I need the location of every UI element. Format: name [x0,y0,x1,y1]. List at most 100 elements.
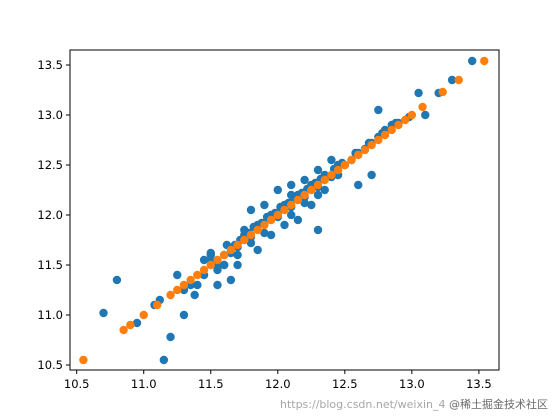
orange-data-point [219,250,229,260]
orange-data-point [374,135,383,145]
blue-data-point [190,290,199,300]
orange-data-point [226,245,236,255]
x-tick-label: 13.5 [466,377,492,391]
series-orange-points [79,56,489,365]
orange-data-point [418,102,427,112]
blue-data-point [260,200,269,210]
blue-data-point [233,250,242,260]
orange-data-point [273,210,282,220]
blue-data-point [327,155,336,165]
plot-area-frame [69,49,500,371]
blue-data-point [367,170,376,180]
blue-data-point [99,308,108,318]
watermark: https://blog.csdn.net/weixin_4 @稀土掘金技术社区 [280,396,548,412]
blue-data-point [213,280,222,290]
x-tick-label: 10.5 [64,377,90,391]
blue-data-point [467,56,477,66]
blue-data-point [253,245,262,255]
blue-data-point [414,88,423,98]
orange-data-point [186,275,195,285]
blue-data-point [199,255,209,265]
blue-data-point [233,260,242,270]
orange-data-point [293,195,303,205]
y-tick-label: 13.5 [37,58,63,72]
blue-data-point [287,210,296,220]
blue-data-point [300,198,309,208]
orange-data-point [199,265,209,275]
blue-data-point [447,75,457,85]
orange-data-point [233,240,242,250]
orange-data-point [300,190,309,200]
orange-data-point [260,220,269,230]
orange-data-point [280,205,289,215]
blue-data-point [273,185,282,195]
orange-data-point [139,310,148,320]
orange-data-point [253,225,262,235]
blue-data-point [173,270,182,280]
orange-data-point [387,125,396,135]
blue-data-point [374,105,383,115]
y-tick-label: 11.5 [37,258,63,272]
orange-data-point [246,230,256,240]
blue-data-point [307,200,316,210]
orange-data-point [400,115,410,125]
orange-data-point [340,160,350,170]
y-axis: 10.5 11.0 11.5 12.0 12.5 13.0 13.5 [37,58,70,372]
y-tick-label: 11.0 [37,308,63,322]
blue-data-point [313,165,323,175]
orange-data-point [480,56,489,66]
blue-data-point [320,185,329,195]
orange-data-point [333,165,343,175]
blue-data-point [300,175,309,185]
orange-data-point [266,215,276,225]
blue-data-point [293,215,303,225]
orange-data-point [193,270,202,280]
orange-data-point [407,110,417,120]
orange-data-point [438,87,447,97]
orange-data-point [307,185,316,195]
orange-data-point [360,145,370,155]
x-tick-label: 12.0 [265,377,291,391]
orange-data-point [213,255,222,265]
orange-data-point [206,260,215,270]
x-tick-label: 13.0 [399,377,425,391]
orange-data-point [354,150,363,160]
blue-data-point [226,275,236,285]
orange-data-point [126,320,135,330]
orange-data-point [179,280,189,290]
orange-data-point [173,285,182,295]
blue-data-point [132,318,142,328]
blue-data-point [219,260,229,270]
orange-data-point [166,290,175,300]
watermark-brand: @稀土掘金技术社区 [449,398,548,411]
orange-data-point [79,355,88,365]
orange-data-point [380,130,390,140]
y-tick-label: 10.5 [37,358,63,372]
orange-data-point [367,140,376,150]
blue-data-point [313,190,323,200]
y-tick-label: 12.0 [37,208,63,222]
blue-data-point [112,275,122,285]
blue-data-point [354,180,363,190]
blue-data-point [280,220,289,230]
blue-data-point [246,205,256,215]
orange-data-point [240,235,249,245]
y-tick-label: 12.5 [37,158,63,172]
blue-data-point [260,228,269,238]
orange-data-point [320,175,329,185]
x-tick-label: 11.0 [131,377,157,391]
blue-data-point [159,355,169,365]
x-axis: 10.5 11.0 11.5 12.0 12.5 13.0 13.5 [64,370,492,391]
blue-data-point [166,332,175,342]
orange-data-point [119,325,128,335]
blue-data-point [179,310,189,320]
blue-data-point [193,280,202,290]
blue-data-point [246,238,256,248]
orange-data-point [347,155,356,165]
orange-data-point [327,170,336,180]
orange-data-point [394,120,403,130]
watermark-url: https://blog.csdn.net/weixin_4 [279,398,446,411]
blue-data-point [313,225,323,235]
blue-data-point [266,230,276,240]
orange-data-point [287,200,296,210]
